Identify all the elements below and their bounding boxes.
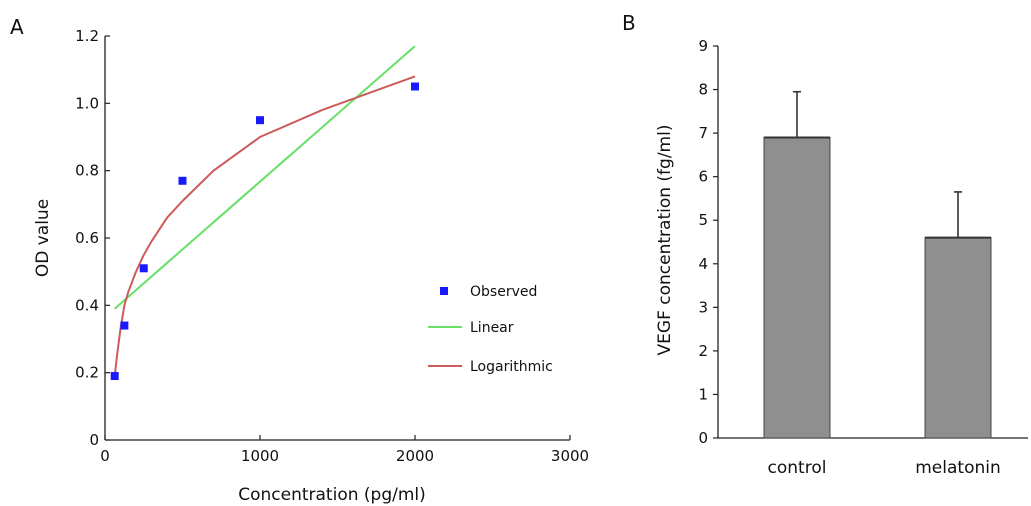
- x-tick-label: 2000: [396, 447, 434, 465]
- bar-melatonin: [924, 237, 992, 439]
- observed-point: [110, 372, 119, 381]
- y-tick-label: 4: [698, 255, 708, 273]
- bar-control: [763, 136, 831, 439]
- y-tick-label: 0.4: [75, 296, 99, 314]
- y-axis-label-b: VEGF concentration (fg/ml): [655, 125, 675, 356]
- y-tick-label: 3: [698, 298, 708, 316]
- x-tick-label: 3000: [551, 447, 589, 465]
- legend-label-linear: Linear: [470, 320, 514, 336]
- x-tick-label: 1000: [241, 447, 279, 465]
- series-line-linear: [114, 45, 416, 310]
- observed-point: [411, 82, 419, 91]
- y-tick-label: 0.8: [75, 162, 99, 180]
- x-axis-label-a: Concentration (pg/ml): [238, 485, 426, 505]
- y-tick-label: 9: [698, 37, 708, 55]
- observed-point: [178, 176, 187, 185]
- y-axis-label-a: OD value: [33, 199, 53, 277]
- category-label: control: [768, 458, 827, 478]
- bars-b: control melatonin: [763, 90, 1001, 478]
- y-tick-label: 0: [698, 429, 708, 447]
- y-tick-label: 6: [698, 168, 708, 186]
- legend-label-logarithmic: Logarithmic: [470, 359, 553, 375]
- chart-a: A 0 0.2 0.4 0.6 0.8 1.0 1.2 0 1000 2000 3000 Conce…: [10, 15, 589, 505]
- ticks-a: 0 0.2 0.4 0.6 0.8 1.0 1.2 0 1000 2000 3000: [75, 27, 589, 465]
- y-tick-label: 0.6: [75, 229, 99, 247]
- y-tick-label: 8: [698, 81, 708, 99]
- y-tick-label: 7: [698, 124, 708, 142]
- observed-point: [139, 264, 148, 273]
- y-tick-label: 0.2: [75, 364, 99, 382]
- y-tick-label: 1.2: [75, 27, 99, 45]
- observed-point: [256, 116, 264, 125]
- panel-label-a: A: [10, 15, 24, 39]
- y-tick-label: 0: [89, 431, 99, 449]
- panel-label-b: B: [622, 11, 636, 35]
- y-tick-label: 2: [698, 342, 708, 360]
- chart-b: B 0 1 2 3 4 5 6 7 8 9 control melatonin VEGF conce…: [622, 11, 1028, 478]
- legend-label-observed: Observed: [470, 284, 537, 300]
- series-line-logarithmic: [113, 75, 416, 377]
- series-a: [110, 45, 419, 381]
- observed-point: [120, 321, 129, 330]
- y-tick-label: 5: [698, 211, 708, 229]
- category-label: melatonin: [915, 458, 1001, 478]
- legend-marker-observed: [440, 287, 448, 295]
- y-tick-label: 1: [698, 385, 708, 403]
- y-tick-label: 1.0: [75, 94, 99, 112]
- legend-a: Observed Linear Logarithmic: [428, 284, 553, 375]
- ticks-b: 0 1 2 3 4 5 6 7 8 9: [698, 37, 718, 447]
- x-tick-label: 0: [100, 447, 110, 465]
